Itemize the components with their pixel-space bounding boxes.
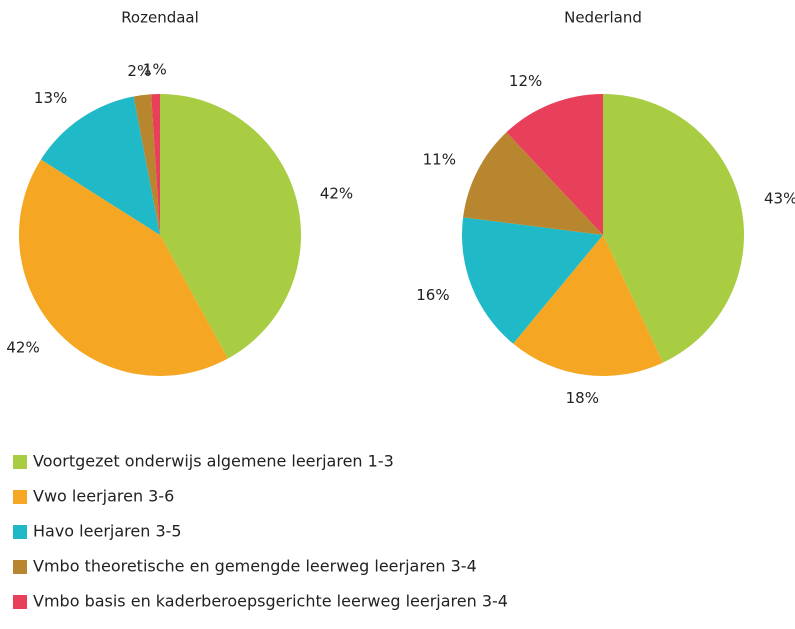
pie-slice <box>513 235 664 376</box>
legend-swatch <box>13 595 27 609</box>
data-label: 16% <box>416 286 449 304</box>
data-label: 42% <box>6 338 39 356</box>
pie-slice <box>160 94 301 359</box>
pie-slice <box>40 96 160 235</box>
legend-swatch <box>13 560 27 574</box>
legend-swatch <box>13 525 27 539</box>
pie-slice <box>133 94 160 235</box>
legend-label: Vwo leerjaren 3-6 <box>33 487 174 506</box>
pie-slice <box>19 159 228 376</box>
data-label: 18% <box>566 389 599 407</box>
data-label: 12% <box>509 72 542 90</box>
legend-label: Havo leerjaren 3-5 <box>33 522 182 541</box>
data-label: 43% <box>764 190 795 208</box>
data-label: 42% <box>320 184 353 202</box>
pie-slice <box>462 217 603 344</box>
legend-label: Vmbo theoretische en gemengde leerweg le… <box>33 557 477 576</box>
data-label: 11% <box>423 151 456 169</box>
chart-title: Nederland <box>564 9 642 27</box>
pie-slice <box>151 94 160 235</box>
data-label: 13% <box>34 89 67 107</box>
legend: Voortgezet onderwijs algemene leerjaren … <box>13 452 508 611</box>
chart-title: Rozendaal <box>121 9 199 27</box>
pie-slice <box>463 132 603 235</box>
data-label: 1% <box>143 61 167 79</box>
legend-swatch <box>13 490 27 504</box>
pie-slice <box>506 94 603 235</box>
legend-swatch <box>13 455 27 469</box>
pie-slice <box>603 94 744 363</box>
legend-label: Vmbo basis en kaderberoepsgerichte leerw… <box>33 592 508 611</box>
legend-label: Voortgezet onderwijs algemene leerjaren … <box>33 452 394 471</box>
data-label: 2% <box>127 62 151 80</box>
